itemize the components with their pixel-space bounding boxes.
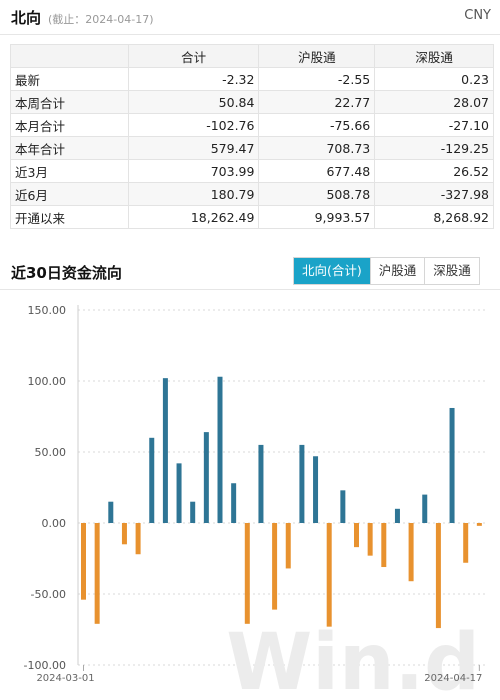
chart-bar	[190, 501, 196, 523]
y-tick-label: -100.00	[24, 659, 66, 672]
x-tick-label: 2024-03-01	[36, 673, 94, 684]
chart-bar	[422, 494, 428, 523]
table-cell: 579.47	[127, 136, 260, 160]
y-tick-label: 50.00	[35, 446, 67, 459]
chart-bar	[285, 523, 291, 569]
table-cell: 180.79	[127, 182, 260, 206]
y-tick-label: 150.00	[28, 304, 67, 317]
table-cell: 708.73	[258, 136, 376, 160]
divider	[0, 289, 500, 290]
row-label: 开通以来	[10, 205, 129, 229]
chart-bar	[244, 523, 250, 624]
fund-flow-bar-chart: Win.d 150.00 100.00 50.00 0.00 -50.00 -100.00…	[24, 304, 486, 700]
row-label: 本周合计	[10, 90, 129, 114]
chart-bar	[203, 432, 209, 523]
tab-northbound-total[interactable]: 北向(合计)	[294, 258, 370, 284]
chart-bar	[94, 523, 100, 624]
table-cell: 508.78	[258, 182, 376, 206]
table-header-row: 合计 沪股通 深股通	[10, 44, 494, 68]
table-row: 近3月 703.99 677.48 26.52	[10, 159, 494, 183]
chart-bar	[217, 376, 223, 523]
row-label: 本月合计	[10, 113, 129, 137]
table-cell: -102.76	[127, 113, 260, 137]
table-cell: -75.66	[258, 113, 376, 137]
table-cell: -129.25	[374, 136, 494, 160]
chart-bar	[108, 501, 114, 523]
row-label: 本年合计	[10, 136, 129, 160]
y-tick-label: -50.00	[31, 588, 66, 601]
chart-bar	[476, 523, 482, 526]
watermark-logo: Win.d	[226, 618, 480, 700]
table-cell: 26.52	[374, 159, 494, 183]
table-cell: 677.48	[258, 159, 376, 183]
table-cell: 703.99	[127, 159, 260, 183]
y-tick-label: 0.00	[42, 517, 67, 530]
page-title: 北向	[11, 9, 42, 27]
table-cell: -2.55	[258, 67, 376, 91]
y-tick-label: 100.00	[28, 375, 67, 388]
chart-bar	[162, 378, 168, 523]
row-label: 近6月	[10, 182, 129, 206]
table-cell: -327.98	[374, 182, 494, 206]
chart-bar	[367, 523, 373, 556]
row-label: 近3月	[10, 159, 129, 183]
chart-bar	[258, 444, 264, 523]
table-cell: 28.07	[374, 90, 494, 114]
chart-bar	[340, 490, 346, 523]
chart-bar	[463, 523, 469, 563]
chart-bar	[408, 523, 414, 582]
chart-bar	[449, 407, 455, 523]
chart-bar	[231, 483, 237, 523]
currency-label: CNY	[464, 8, 491, 23]
chart-bar	[435, 523, 441, 629]
chart-bar	[381, 523, 387, 568]
chart-bar	[149, 437, 155, 523]
chart-bar	[81, 523, 86, 600]
table-cell: 9,993.57	[258, 205, 376, 229]
chart-bar	[121, 523, 127, 545]
chart-bar	[272, 523, 278, 610]
column-header: 合计	[127, 44, 260, 68]
header-bar: 北向 (截止：2024-04-17) CNY	[0, 0, 500, 35]
chart-bar	[313, 456, 319, 523]
table-cell: 8,268.92	[374, 205, 494, 229]
x-tick-label: 2024-04-17	[424, 673, 482, 684]
chart-bar	[135, 523, 141, 555]
chart-bar	[394, 508, 400, 523]
chart-bar	[326, 523, 332, 627]
table-row: 开通以来 18,262.49 9,993.57 8,268.92	[10, 205, 494, 229]
as-of-date: (截止：2024-04-17)	[48, 13, 154, 26]
table-cell: 0.23	[374, 67, 494, 91]
chart-bar	[299, 444, 305, 523]
column-header	[10, 44, 129, 68]
table-cell: -27.10	[374, 113, 494, 137]
column-header: 深股通	[374, 44, 494, 68]
table-cell: 18,262.49	[127, 205, 260, 229]
tab-shanghai-connect[interactable]: 沪股通	[369, 258, 425, 284]
chart-bar	[354, 523, 359, 548]
table-row: 本月合计 -102.76 -75.66 -27.10	[10, 113, 494, 137]
table-row: 本周合计 50.84 22.77 28.07	[10, 90, 494, 114]
table-cell: 50.84	[127, 90, 260, 114]
table-row: 本年合计 579.47 708.73 -129.25	[10, 136, 494, 160]
chart-bar	[176, 463, 182, 523]
summary-table: 合计 沪股通 深股通 最新 -2.32 -2.55 0.23 本周合计 50.8…	[10, 44, 494, 229]
chart-tab-group: 北向(合计) 沪股通 深股通	[293, 257, 480, 285]
table-cell: -2.32	[127, 67, 260, 91]
table-row: 近6月 180.79 508.78 -327.98	[10, 182, 494, 206]
tab-shenzhen-connect[interactable]: 深股通	[424, 258, 479, 284]
table-cell: 22.77	[258, 90, 376, 114]
row-label: 最新	[10, 67, 129, 91]
table-row: 最新 -2.32 -2.55 0.23	[10, 67, 494, 91]
column-header: 沪股通	[258, 44, 376, 68]
chart-section-title: 近30日资金流向	[11, 264, 122, 282]
